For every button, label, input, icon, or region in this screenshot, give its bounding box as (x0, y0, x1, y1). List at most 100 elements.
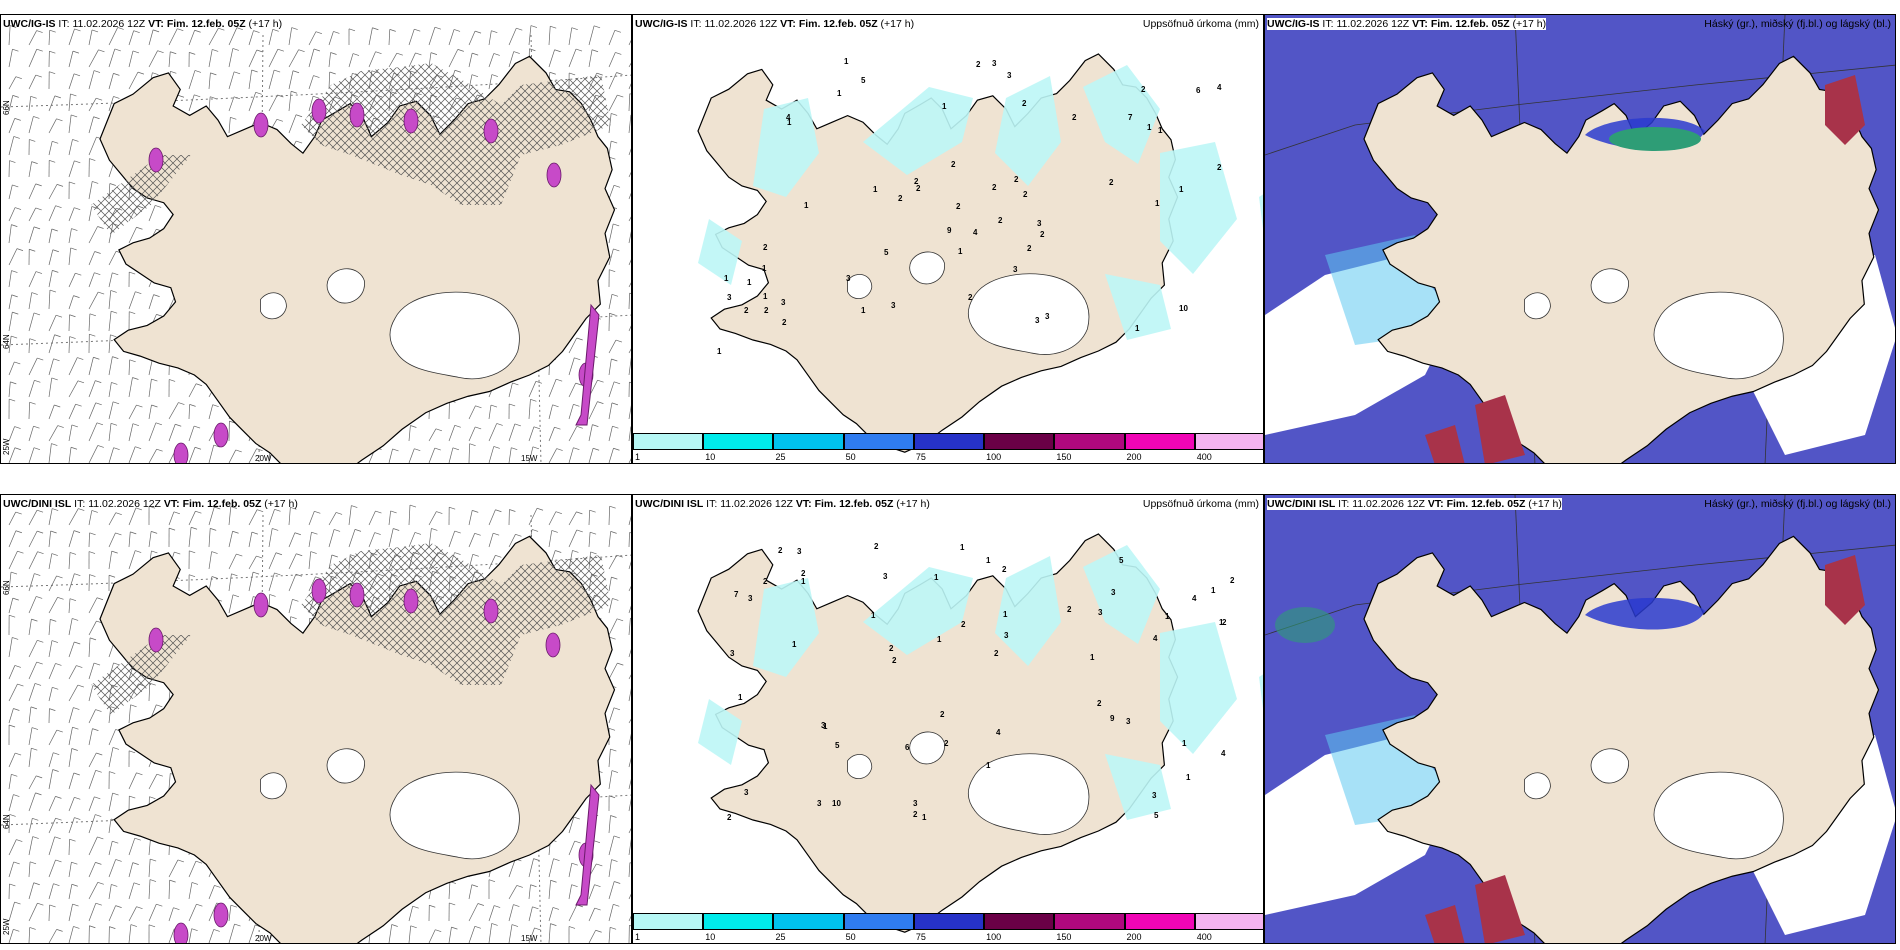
wind-barb-flag (33, 425, 40, 429)
wind-barb (448, 447, 454, 463)
wind-barb (188, 882, 193, 900)
wind-barb-flag (335, 512, 343, 515)
wind-barb (628, 605, 631, 614)
cloud-map (1265, 495, 1895, 943)
wind-barb (48, 553, 53, 570)
precip-value: 2 (976, 60, 981, 69)
icing-hatch-area (301, 543, 611, 685)
wind-barb-flag (56, 184, 64, 187)
wind-barb-flag (256, 49, 263, 53)
wind-barb-flag (331, 554, 338, 558)
wind-barb-flag (613, 447, 620, 451)
wind-barb (48, 404, 55, 420)
precip-value: 4 (973, 228, 978, 237)
wind-barb (488, 533, 494, 548)
wind-barb (148, 379, 152, 398)
precip-value: 1 (1158, 126, 1163, 135)
wind-barb-flag (55, 859, 62, 863)
wind-barb-flag (14, 426, 21, 429)
precip-value: 2 (1097, 699, 1102, 708)
wind-barb-flag (530, 399, 537, 402)
wind-barb-flag (235, 449, 242, 453)
wind-barb (8, 76, 17, 90)
wind-barb (48, 377, 53, 398)
wind-barb-flag (72, 618, 79, 621)
wind-barb-flag (51, 377, 58, 381)
wind-barb-flag (210, 96, 217, 100)
wind-barb (8, 774, 12, 790)
wind-barb (228, 27, 238, 46)
wind-barb-flag (529, 48, 536, 52)
wind-barb-flag (177, 94, 185, 98)
wind-barb-flag (556, 448, 563, 451)
wind-barb-flag (552, 907, 560, 910)
wind-barb (28, 927, 31, 943)
wind-barb (28, 727, 33, 746)
wind-barb (328, 71, 331, 90)
panel-title: UWC/IG-IS IT: 11.02.2026 12Z VT: Fim. 12… (635, 18, 915, 30)
wind-barb (8, 511, 17, 526)
wind-barb-flag (555, 550, 562, 553)
wind-barb-flag (296, 553, 303, 557)
wind-barb-flag (190, 526, 198, 530)
glacier-vatnajokull (1653, 771, 1784, 860)
wind-barb-flag (132, 423, 139, 427)
panel-field-title: Uppsöfnuð úrkoma (mm) (1142, 498, 1259, 510)
wind-barb-flag (96, 752, 103, 756)
wind-barb-flag (53, 752, 60, 756)
wind-barb (48, 508, 53, 526)
wind-barb (188, 861, 197, 878)
wind-barb-flag (454, 552, 461, 555)
wind-barb-flag (77, 357, 84, 360)
wind-barb (368, 51, 376, 68)
wind-barb (108, 729, 116, 746)
wind-barb-flag (95, 902, 102, 906)
wind-barb (608, 448, 614, 463)
wind-barb-flag (76, 665, 83, 668)
wind-barb-flag (516, 27, 523, 31)
wind-barb-flag (256, 509, 264, 513)
wind-barb (48, 30, 51, 46)
wind-barb (88, 770, 97, 790)
precip-value: 1 (1186, 773, 1191, 782)
panel-cloud-dini: UWC/DINI ISL IT: 11.02.2026 12Z VT: Fim.… (1264, 494, 1896, 944)
wind-barb-flag (14, 361, 21, 365)
wind-barb (68, 926, 74, 943)
wind-barb-flag (449, 902, 456, 906)
precip-value: 1 (1211, 586, 1216, 595)
wind-barb (88, 796, 95, 812)
wind-barb (48, 836, 56, 856)
wind-barb-flag (35, 271, 43, 274)
wind-barb (628, 148, 631, 156)
wind-barb (8, 839, 17, 856)
precip-value: 2 (1002, 565, 1007, 574)
wind-barb (48, 769, 53, 790)
precip-value: 2 (1014, 175, 1019, 184)
wind-barb (408, 505, 411, 526)
wind-barb-flag (410, 925, 417, 929)
wind-barb (608, 859, 612, 878)
wind-barb (628, 532, 630, 548)
colorbar-segment (1194, 433, 1263, 450)
precip-value: 1 (801, 577, 806, 586)
wind-barb-flag (133, 30, 140, 33)
wind-barb (288, 532, 296, 548)
wind-barb (28, 426, 34, 442)
wind-barb-flag (214, 885, 221, 888)
wind-barb-flag (151, 550, 158, 554)
precip-value: 2 (1023, 190, 1028, 199)
wind-barb-flag (195, 860, 203, 864)
wind-barb-flag (493, 446, 500, 449)
wind-barb (268, 528, 273, 548)
colorbar-label: 1 (635, 452, 641, 462)
wind-barb (188, 527, 192, 548)
wind-barb-flag (110, 422, 118, 426)
wind-barb (28, 619, 32, 636)
precip-value: 1 (1155, 199, 1160, 208)
wind-barb (88, 620, 97, 636)
wind-barb (388, 53, 398, 68)
wind-barb-flag (13, 861, 20, 865)
wind-barb (148, 50, 158, 68)
precip-value: 5 (1154, 811, 1159, 820)
wind-barb (88, 752, 97, 768)
